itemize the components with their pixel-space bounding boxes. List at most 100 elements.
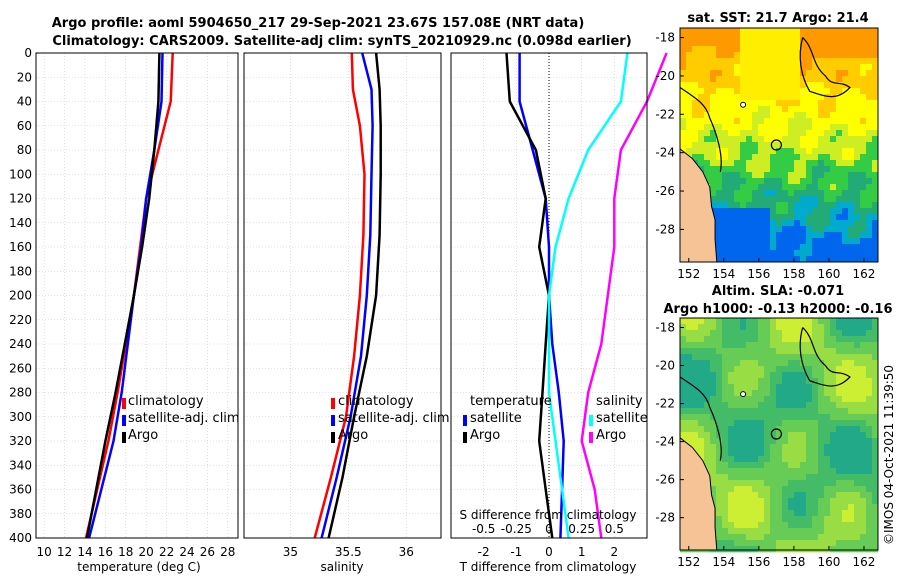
sla-map-xtick-label: 156 bbox=[747, 555, 770, 569]
temperature-xtick-label: 18 bbox=[118, 545, 133, 559]
legend-swatch bbox=[589, 432, 593, 443]
sla-map-argo-location-contour bbox=[770, 428, 782, 440]
sla-map-cells bbox=[680, 318, 879, 553]
sla-map-ytick-label: -28 bbox=[655, 511, 675, 525]
depth-tick-label: 100 bbox=[9, 167, 32, 181]
sla-map-xtick-label: 158 bbox=[782, 555, 805, 569]
depth-tick-label: 40 bbox=[17, 95, 32, 109]
depth-tick-label: 120 bbox=[9, 192, 32, 206]
depth-tick-label: 360 bbox=[9, 483, 32, 497]
difference-series-s-argo bbox=[580, 52, 668, 539]
legend-swatch bbox=[331, 398, 335, 409]
salinity-series-argo bbox=[327, 52, 382, 539]
depth-tick-label: 380 bbox=[9, 507, 32, 521]
diff-legend-s-satellite: satellite bbox=[596, 411, 648, 426]
salinity-xtick-label: 35.5 bbox=[335, 545, 362, 559]
sla-map-title-line2: Argo h1000: -0.13 h2000: -0.16 bbox=[663, 302, 892, 317]
sst-map-ytick-label: -26 bbox=[655, 184, 675, 198]
sst-map-ytick-label: -20 bbox=[655, 69, 675, 83]
sst-map-ytick-label: -22 bbox=[655, 107, 675, 121]
temp-legend-satellite: satellite-adj. clim bbox=[128, 411, 240, 426]
timestamp-stamp: ©IMOS 04-Oct-2021 11:39:50 bbox=[882, 365, 896, 545]
temperature-xtick-label: 10 bbox=[37, 545, 52, 559]
difference-xtick-label: 2 bbox=[611, 545, 619, 559]
depth-tick-label: 140 bbox=[9, 216, 32, 230]
depth-tick-label: 80 bbox=[17, 143, 32, 157]
sla-map-ytick-label: -26 bbox=[655, 473, 675, 487]
sla-map-xtick-label: 154 bbox=[712, 555, 735, 569]
sla-map-xtick-label: 152 bbox=[677, 555, 700, 569]
sst-map-xtick-label: 152 bbox=[677, 267, 700, 281]
panel-salinity-frame bbox=[243, 52, 442, 539]
depth-tick-label: 180 bbox=[9, 264, 32, 278]
depth-tick-label: 200 bbox=[9, 289, 32, 303]
temperature-xtick-label: 26 bbox=[200, 545, 215, 559]
diff-x2tick-label: 0 bbox=[545, 522, 553, 536]
legend-swatch bbox=[463, 415, 467, 426]
figure-title-line2: Climatology: CARS2009. Satellite-adj cli… bbox=[52, 34, 631, 49]
diff-legend-salinity-title: salinity bbox=[596, 394, 643, 409]
diff-x2tick-label: -0.25 bbox=[501, 522, 532, 536]
sst-map-xtick-label: 158 bbox=[782, 267, 805, 281]
diff-xlabel: T difference from climatology bbox=[459, 560, 637, 574]
temp-legend-climatology: climatology bbox=[128, 394, 204, 409]
salinity-xtick-label: 35 bbox=[283, 545, 298, 559]
legend-swatch bbox=[122, 432, 126, 443]
sst-map-xtick-label: 162 bbox=[853, 267, 876, 281]
sla-map-title-line1: Altim. SLA: -0.071 bbox=[712, 284, 844, 299]
salinity-series-climatology bbox=[313, 52, 366, 539]
depth-tick-label: 240 bbox=[9, 337, 32, 351]
sla-map-reef-contour bbox=[679, 376, 722, 461]
diff-x2label: S difference from climatology bbox=[460, 508, 637, 522]
depth-tick-label: 300 bbox=[9, 410, 32, 424]
sla-map-seamount-contour bbox=[799, 327, 851, 387]
sal-legend-climatology: climatology bbox=[338, 394, 414, 409]
panel-temperature-frame bbox=[35, 52, 239, 539]
depth-tick-label: 280 bbox=[9, 386, 32, 400]
diff-legend-t-argo: Argo bbox=[470, 428, 500, 443]
sst-map-xtick-label: 156 bbox=[747, 267, 770, 281]
sst-map-frame bbox=[679, 27, 879, 263]
sst-map-reef-contour bbox=[679, 86, 722, 172]
sst-map-xtick-label: 154 bbox=[712, 267, 735, 281]
temperature-xtick-label: 14 bbox=[77, 545, 92, 559]
difference-xtick-label: -2 bbox=[478, 545, 490, 559]
diff-legend-s-argo: Argo bbox=[596, 428, 626, 443]
salinity-xtick-label: 36 bbox=[399, 545, 414, 559]
sla-map-ytick-label: -20 bbox=[655, 359, 675, 373]
diff-legend-t-satellite: satellite bbox=[470, 411, 522, 426]
salinity-series-satellite-adj-clim bbox=[320, 52, 374, 539]
sla-map-xtick-label: 162 bbox=[853, 555, 876, 569]
legend-swatch bbox=[331, 432, 335, 443]
sla-map-ytick-label: -24 bbox=[655, 435, 675, 449]
sla-map-ytick-label: -18 bbox=[655, 321, 675, 335]
legend-swatch bbox=[589, 415, 593, 426]
temp-legend-argo: Argo bbox=[128, 428, 158, 443]
diff-legend-temperature-title: temperature bbox=[470, 394, 552, 409]
difference-series-s-satellite bbox=[547, 52, 629, 539]
legend-swatch bbox=[331, 415, 335, 426]
panel-salinity-background bbox=[244, 53, 441, 538]
sst-map-title: sat. SST: 21.7 Argo: 21.4 bbox=[687, 11, 868, 26]
sst-map-island bbox=[740, 101, 747, 108]
diff-x2tick-label: -0.5 bbox=[472, 522, 495, 536]
panel-difference-frame bbox=[450, 52, 648, 539]
sla-map-frame bbox=[679, 317, 879, 551]
temp-xlabel: temperature (deg C) bbox=[77, 560, 200, 574]
temperature-series-argo bbox=[85, 52, 161, 539]
figure-title-line1: Argo profile: aoml 5904650_217 29-Sep-20… bbox=[52, 16, 585, 31]
sal-legend-satellite: satellite-adj. clim bbox=[338, 411, 450, 426]
legend-swatch bbox=[122, 415, 126, 426]
temperature-xtick-label: 12 bbox=[57, 545, 72, 559]
sst-map-xtick-label: 160 bbox=[817, 267, 840, 281]
sla-map-xtick-label: 160 bbox=[817, 555, 840, 569]
depth-tick-label: 20 bbox=[17, 70, 32, 84]
temperature-xtick-label: 24 bbox=[179, 545, 194, 559]
sla-map-island bbox=[740, 391, 747, 398]
legend-swatch bbox=[463, 432, 467, 443]
temperature-xtick-label: 20 bbox=[139, 545, 154, 559]
sst-map-ytick-label: -24 bbox=[655, 146, 675, 160]
difference-xtick-label: -1 bbox=[510, 545, 522, 559]
